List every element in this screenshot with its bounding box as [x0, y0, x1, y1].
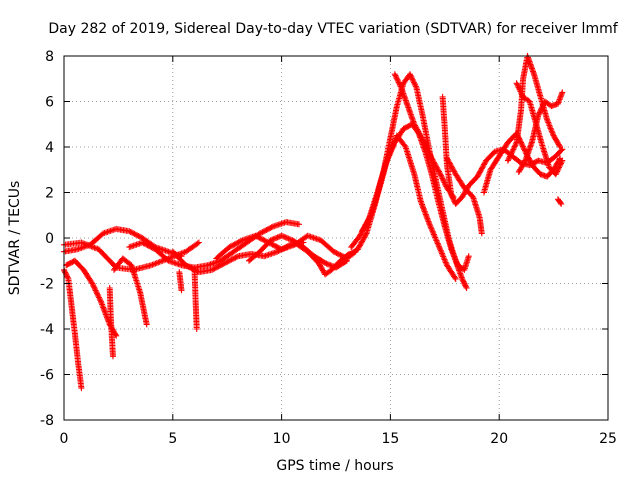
series-arc-drop-6: [191, 266, 200, 332]
series-arc-rise-4: [391, 71, 457, 201]
x-tick-label: 10: [273, 431, 291, 447]
data-points: [513, 80, 566, 178]
data-points: [444, 155, 485, 237]
data-points: [515, 89, 566, 175]
data-points: [176, 269, 185, 294]
series-isolated: [555, 196, 565, 207]
series-arc-late-6: [513, 80, 566, 178]
y-tick-label: 0: [45, 231, 54, 247]
x-tick-label: 0: [60, 431, 69, 447]
y-tick-label: -4: [40, 322, 54, 338]
y-tick-label: 8: [45, 49, 54, 65]
x-tick-label: 25: [599, 431, 617, 447]
y-tick-label: -2: [40, 277, 54, 293]
chart-title: Day 282 of 2019, Sidereal Day-to-day VTE…: [48, 21, 618, 37]
y-tick-label: 6: [45, 95, 54, 111]
series-arc-late-1: [439, 93, 566, 207]
data-points: [391, 71, 457, 201]
series-arc-late-2: [444, 155, 485, 237]
series-arc-rise-3: [359, 132, 459, 282]
series-arc-late-5: [515, 89, 566, 175]
series-arc-drop-5: [176, 269, 185, 294]
data-points: [191, 266, 200, 332]
data-points: [439, 93, 566, 207]
data-points: [359, 132, 459, 282]
series-arc-late-4: [504, 53, 564, 164]
y-tick-label: 2: [45, 186, 54, 202]
series-arc-mid-4: [291, 239, 353, 278]
data-points: [555, 196, 565, 207]
grid-layer: [64, 56, 608, 420]
data-points: [106, 285, 116, 360]
tick-layer: 0 5 10 15 20 25 -8 -6 -4 -2 0 2 4 6 8: [40, 49, 617, 447]
x-tick-label: 15: [381, 431, 399, 447]
x-tick-label: 20: [490, 431, 508, 447]
series-arc-drop-3: [106, 285, 116, 360]
data-points: [291, 239, 353, 278]
data-layer: [61, 53, 566, 392]
y-axis-label: SDTVAR / TECUs: [7, 181, 23, 296]
x-tick-label: 5: [168, 431, 177, 447]
x-axis-label: GPS time / hours: [276, 458, 393, 474]
y-tick-label: 4: [45, 140, 54, 156]
y-tick-label: -8: [40, 413, 54, 429]
data-points: [504, 53, 564, 164]
y-tick-label: -6: [40, 368, 54, 384]
